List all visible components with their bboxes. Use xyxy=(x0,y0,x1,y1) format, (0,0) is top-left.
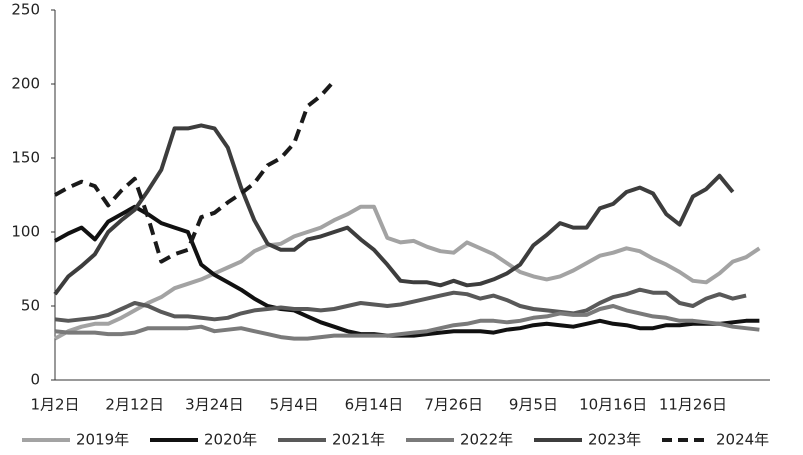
x-tick-label: 9月5日 xyxy=(509,396,558,414)
y-tick-label: 250 xyxy=(11,1,40,19)
x-tick-label: 7月26日 xyxy=(424,396,483,414)
y-tick-label: 150 xyxy=(11,149,40,167)
y-tick-label: 200 xyxy=(11,75,40,93)
x-tick-label: 11月26日 xyxy=(659,396,727,414)
y-tick-label: 50 xyxy=(21,297,40,315)
legend-label: 2021年 xyxy=(332,431,385,449)
series-line xyxy=(53,123,735,296)
x-tick-label: 10月16日 xyxy=(579,396,647,414)
series-line xyxy=(54,304,760,341)
legend-label: 2023年 xyxy=(588,431,641,449)
legend-label: 2024年 xyxy=(716,431,769,449)
y-tick-label: 100 xyxy=(11,223,40,241)
x-tick-label: 5月4日 xyxy=(270,396,319,414)
series-line xyxy=(54,287,747,323)
legend-label: 2022年 xyxy=(460,431,513,449)
legend-label: 2020年 xyxy=(204,431,257,449)
series-line xyxy=(54,204,760,338)
legend-label: 2019年 xyxy=(76,431,129,449)
x-tick-label: 2月12日 xyxy=(105,396,164,414)
x-tick-label: 1月2日 xyxy=(30,396,79,414)
series-line xyxy=(54,79,336,264)
y-tick-label: 0 xyxy=(30,371,40,389)
series-line xyxy=(54,204,761,341)
x-tick-label: 3月24日 xyxy=(185,396,244,414)
x-tick-label: 6月14日 xyxy=(345,396,404,414)
